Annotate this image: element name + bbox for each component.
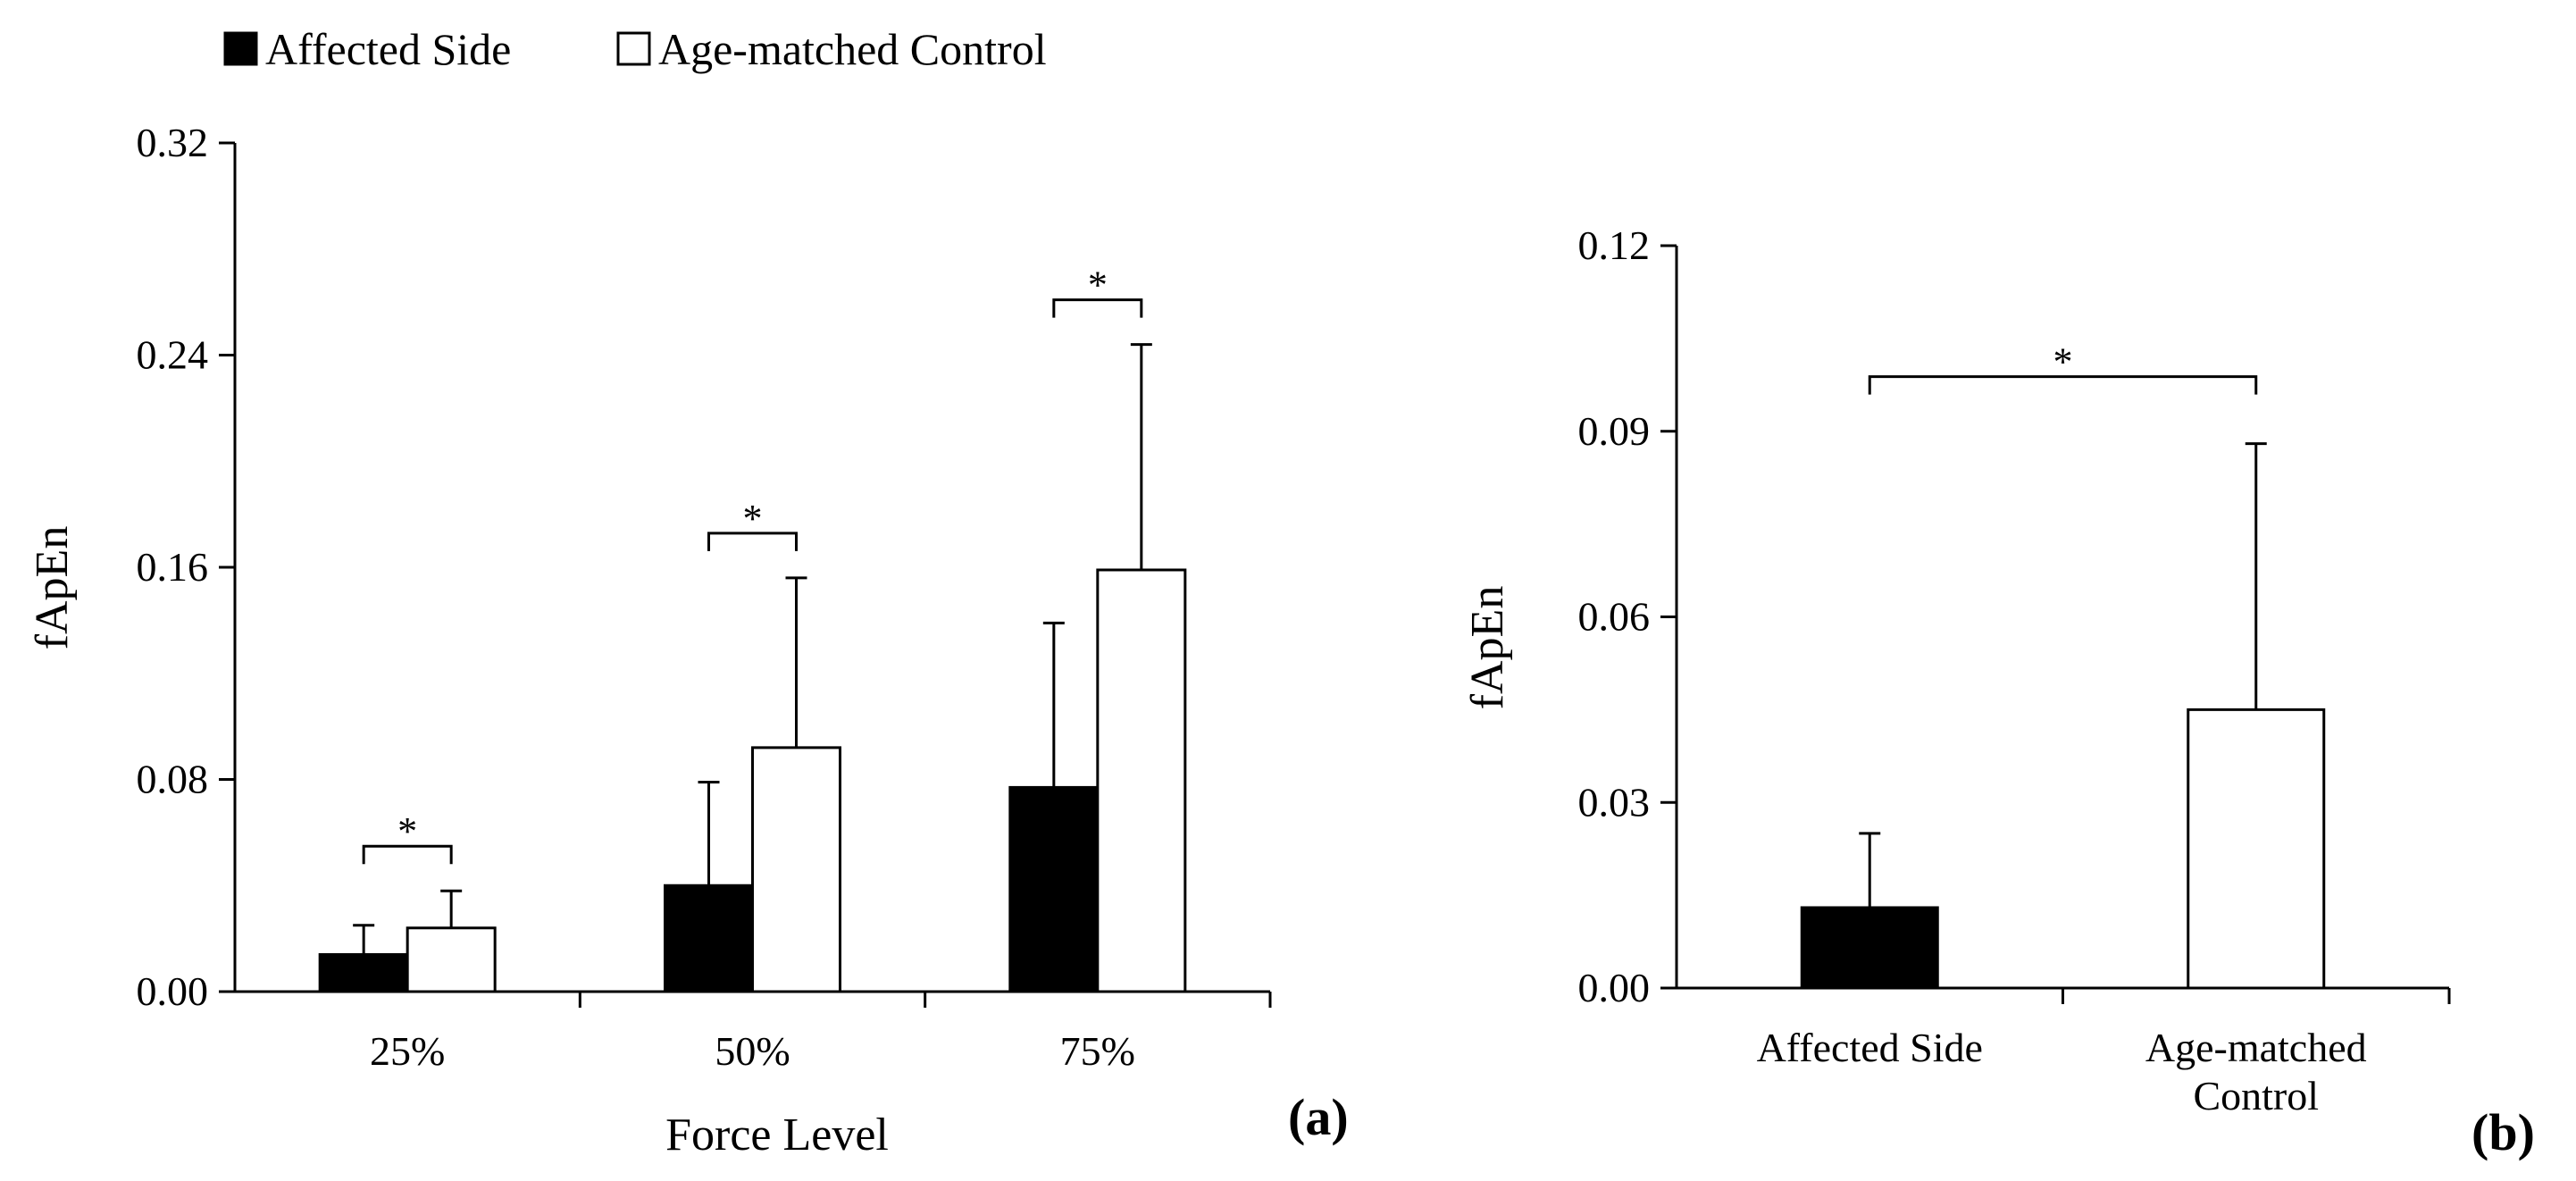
panel-a-y-tick-label: 0.24 [137,332,209,378]
panel-b-significance-star: * [2053,340,2073,384]
panel-a-bar [1096,568,1187,993]
panel-a-significance-star: * [743,497,763,540]
panel-a-significance-star: * [1088,264,1108,307]
panel-b-bars [1800,375,2326,990]
panel-b-ylabel: fApEn [1462,586,1513,710]
panel-b-y-tick-label: 0.00 [1578,965,1651,1010]
panel-b-y-tick-label: 0.06 [1578,594,1651,640]
panel-a-ylabel: fApEn [27,526,78,650]
panel-b-y-tick-label: 0.09 [1578,408,1651,454]
panel-a-xlabel: Force Level [665,1110,889,1160]
panel-a-significance-star: * [397,809,417,853]
panel-b-y-tick-label: 0.03 [1578,779,1651,825]
panel-b-labels: 0.00 0.03 0.06 0.09 0.12 Affected Side Age-mat… [1578,222,2367,1118]
panel-a-labels: 0.00 0.08 0.16 0.24 0.32 25% * 50% * 75% * [137,120,1135,1074]
panel-a-significance-bracket [707,532,798,551]
panel-a-bar [1008,785,1100,993]
panel-a-label: (a) [1288,1088,1349,1146]
panel-a-chart: 0.00 0.08 0.16 0.24 0.32 25% * 50% * 75% * fApEn F… [27,120,1349,1160]
panel-a-x-tick-label: 75% [1060,1028,1135,1074]
panel-a-y-tick-label: 0.08 [137,757,209,802]
panel-b-label: (b) [2471,1103,2535,1161]
panel-a-bars [318,298,1187,993]
panel-b-bar [2187,708,2326,990]
panel-a-significance-bracket [1052,298,1143,318]
panel-a-y-tick-label: 0.00 [137,968,209,1014]
panel-b-chart: 0.00 0.03 0.06 0.09 0.12 Affected Side Age-mat… [1462,222,2535,1161]
legend-label-affected: Affected Side [265,24,511,74]
panel-a-bar [406,926,497,993]
panel-b-y-tick-label: 0.12 [1578,222,1651,268]
legend-swatch-affected [223,31,258,66]
panel-a-significance-bracket [362,844,453,865]
panel-b-significance-bracket [1868,375,2258,395]
legend-label-control: Age-matched Control [658,24,1047,74]
panel-a-y-tick-label: 0.32 [137,120,209,165]
panel-a-x-tick-label: 25% [370,1028,445,1074]
panel-a-bar [751,746,841,993]
panel-a-bar [318,952,409,993]
panel-b-bar [1800,906,1939,990]
panel-a-x-tick-label: 50% [715,1028,790,1074]
panel-b-x-tick-label: Affected Side [1757,1025,1983,1070]
panel-b-x-tick-label: Age-matched [2145,1025,2367,1070]
legend: Affected Side Age-matched Control [223,24,1047,74]
legend-swatch-control [616,31,651,66]
panel-a-y-tick-label: 0.16 [137,544,209,590]
panel-b-x-tick-label: Control [2193,1073,2319,1118]
panel-a-bar [664,884,754,993]
